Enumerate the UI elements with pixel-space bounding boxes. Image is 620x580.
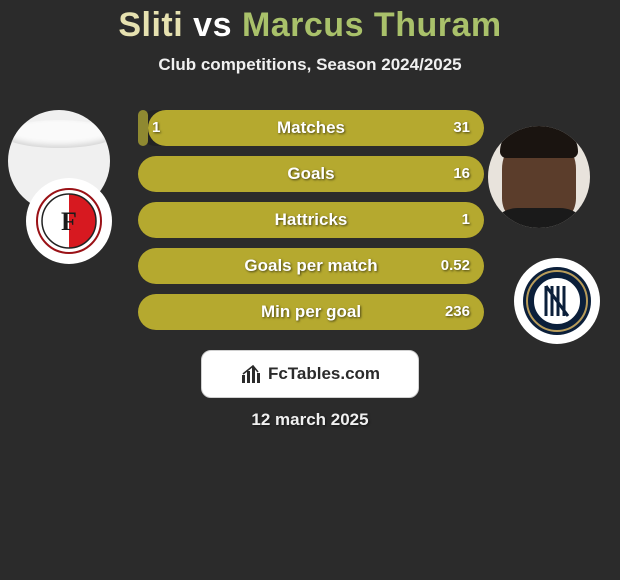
bar-value-right: 31 [453,110,470,146]
player1-name: Sliti [118,6,183,44]
stat-bar: Goals16 [138,156,484,192]
source-text: FcTables.com [268,364,380,384]
bar-value-right: 1 [462,202,470,238]
subtitle: Club competitions, Season 2024/2025 [0,55,620,75]
bars-chart-icon [240,363,262,385]
feyenoord-icon: F [36,188,102,254]
avatar-placeholder-icon [8,120,110,148]
stat-bar: Min per goal236 [138,294,484,330]
player1-club-logo: F [26,178,112,264]
bar-value-right: 0.52 [441,248,470,284]
bar-value-right: 236 [445,294,470,330]
bar-value-left: 1 [152,110,160,146]
stat-bar: Matches1 31 [138,110,484,146]
bar-label: Min per goal [138,294,484,330]
svg-text:F: F [61,207,77,236]
inter-icon [522,266,592,336]
bar-value-right: 16 [453,156,470,192]
stat-bar: Hattricks1 [138,202,484,238]
vs-text: vs [193,6,232,44]
bar-label: Matches [138,110,484,146]
player2-name: Marcus Thuram [242,6,502,44]
stat-bars: Matches131Goals16Hattricks1Goals per mat… [138,110,484,340]
comparison-card: Sliti vs Marcus Thuram Club competitions… [0,0,620,580]
stat-bar: Goals per match0.52 [138,248,484,284]
bar-label: Goals [138,156,484,192]
date-text: 12 march 2025 [0,410,620,430]
page-title: Sliti vs Marcus Thuram [0,0,620,45]
player2-avatar [488,126,590,228]
bar-label: Hattricks [138,202,484,238]
source-badge[interactable]: FcTables.com [201,350,419,398]
avatar-shoulders-icon [488,208,590,228]
bar-label: Goals per match [138,248,484,284]
avatar-hair-icon [500,126,578,158]
player2-club-logo [514,258,600,344]
